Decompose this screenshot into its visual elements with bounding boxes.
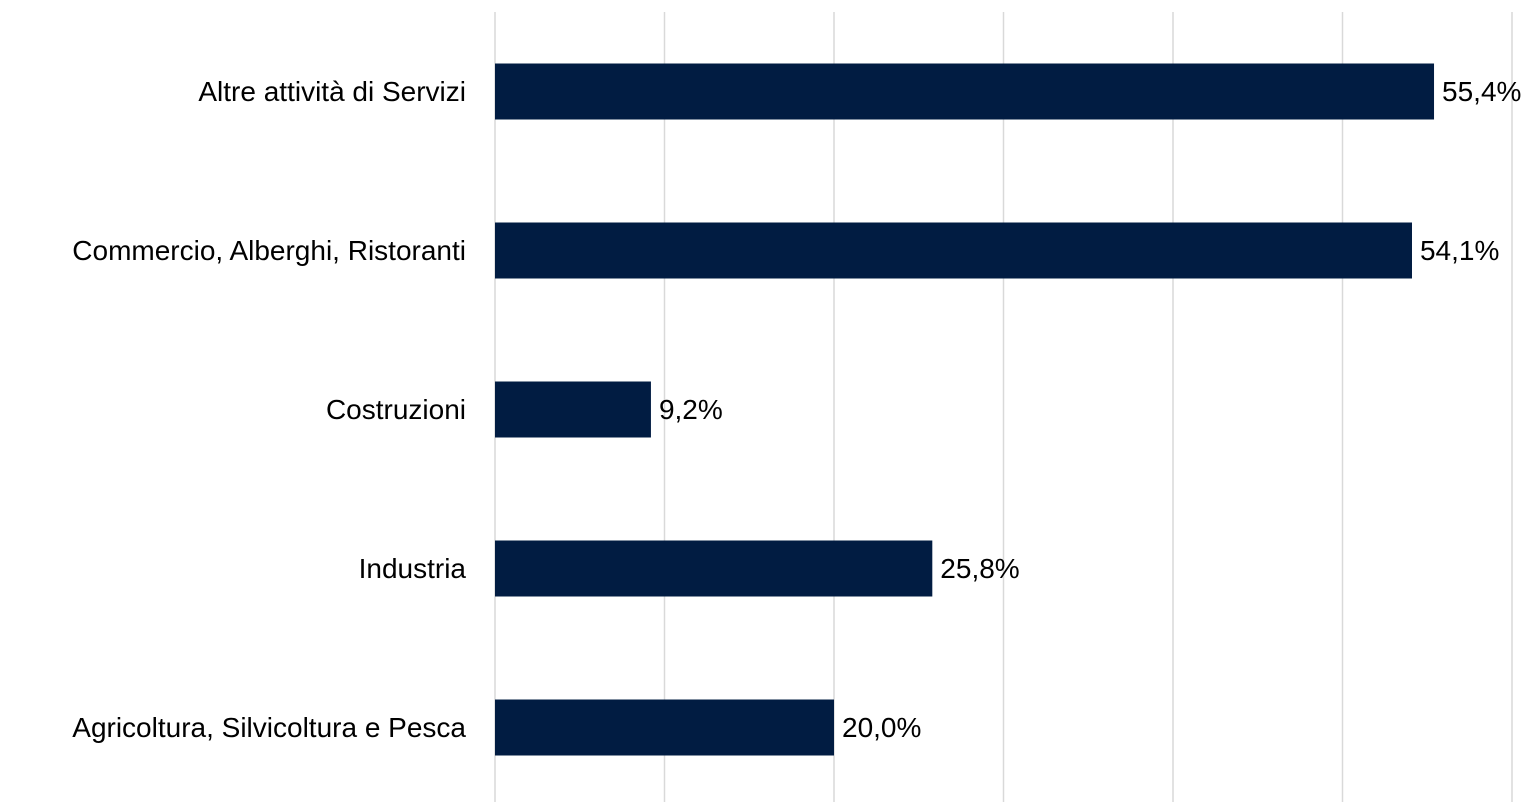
y-tick-label: Commercio, Alberghi, Ristoranti (72, 235, 466, 266)
bar (495, 699, 834, 756)
data-label: 20,0% (842, 712, 921, 743)
y-tick-label: Costruzioni (326, 394, 466, 425)
data-label: 54,1% (1420, 235, 1499, 266)
y-tick-label: Industria (359, 553, 467, 584)
data-label: 55,4% (1442, 76, 1521, 107)
data-label: 25,8% (940, 553, 1019, 584)
y-tick-label: Altre attività di Servizi (198, 76, 466, 107)
bar (495, 540, 933, 597)
bar (495, 222, 1412, 279)
bar (495, 381, 651, 438)
data-label: 9,2% (659, 394, 723, 425)
y-tick-label: Agricoltura, Silvicoltura e Pesca (72, 712, 466, 743)
bar (495, 63, 1435, 120)
